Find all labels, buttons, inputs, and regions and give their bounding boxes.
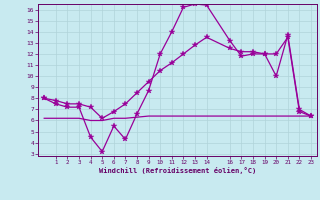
X-axis label: Windchill (Refroidissement éolien,°C): Windchill (Refroidissement éolien,°C) <box>99 167 256 174</box>
